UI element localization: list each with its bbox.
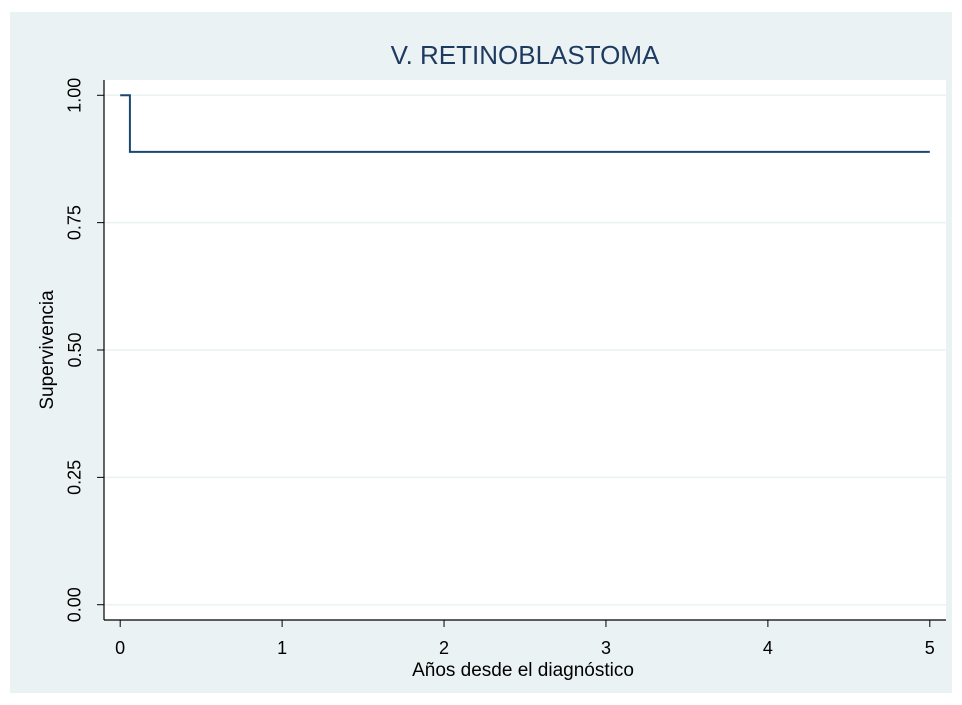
y-axis-title: Supervivencia: [37, 290, 58, 410]
y-tick-label: 1.00: [65, 78, 85, 113]
x-tick-label: 1: [277, 638, 287, 658]
y-tick-label: 0.50: [65, 332, 85, 367]
x-tick-label: 2: [439, 638, 449, 658]
y-tick-label: 0.25: [65, 460, 85, 495]
x-tick-label: 4: [763, 638, 773, 658]
survival-line: [120, 94, 930, 153]
x-axis-title: Años desde el diagnóstico: [412, 660, 634, 681]
y-tick-label: 0.00: [65, 587, 85, 622]
x-tick-label: 0: [115, 638, 125, 658]
x-tick-label: 5: [925, 638, 935, 658]
y-tick-label: 0.75: [65, 205, 85, 240]
x-tick-label: 3: [601, 638, 611, 658]
chart-title: V. RETINOBLASTOMA: [391, 40, 660, 70]
